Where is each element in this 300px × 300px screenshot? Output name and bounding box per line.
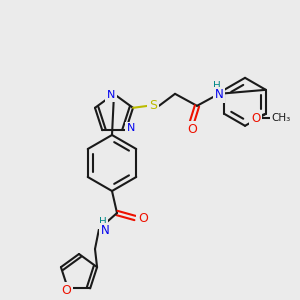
- Text: S: S: [149, 99, 157, 112]
- Text: O: O: [251, 112, 260, 125]
- Text: O: O: [138, 212, 148, 226]
- Text: CH₃: CH₃: [271, 113, 290, 123]
- Text: N: N: [107, 90, 115, 100]
- Text: N: N: [127, 123, 135, 133]
- Text: N: N: [214, 88, 224, 101]
- Text: O: O: [187, 123, 197, 136]
- Text: O: O: [61, 284, 71, 297]
- Text: N: N: [100, 224, 109, 238]
- Text: H: H: [213, 81, 221, 91]
- Text: H: H: [99, 217, 107, 227]
